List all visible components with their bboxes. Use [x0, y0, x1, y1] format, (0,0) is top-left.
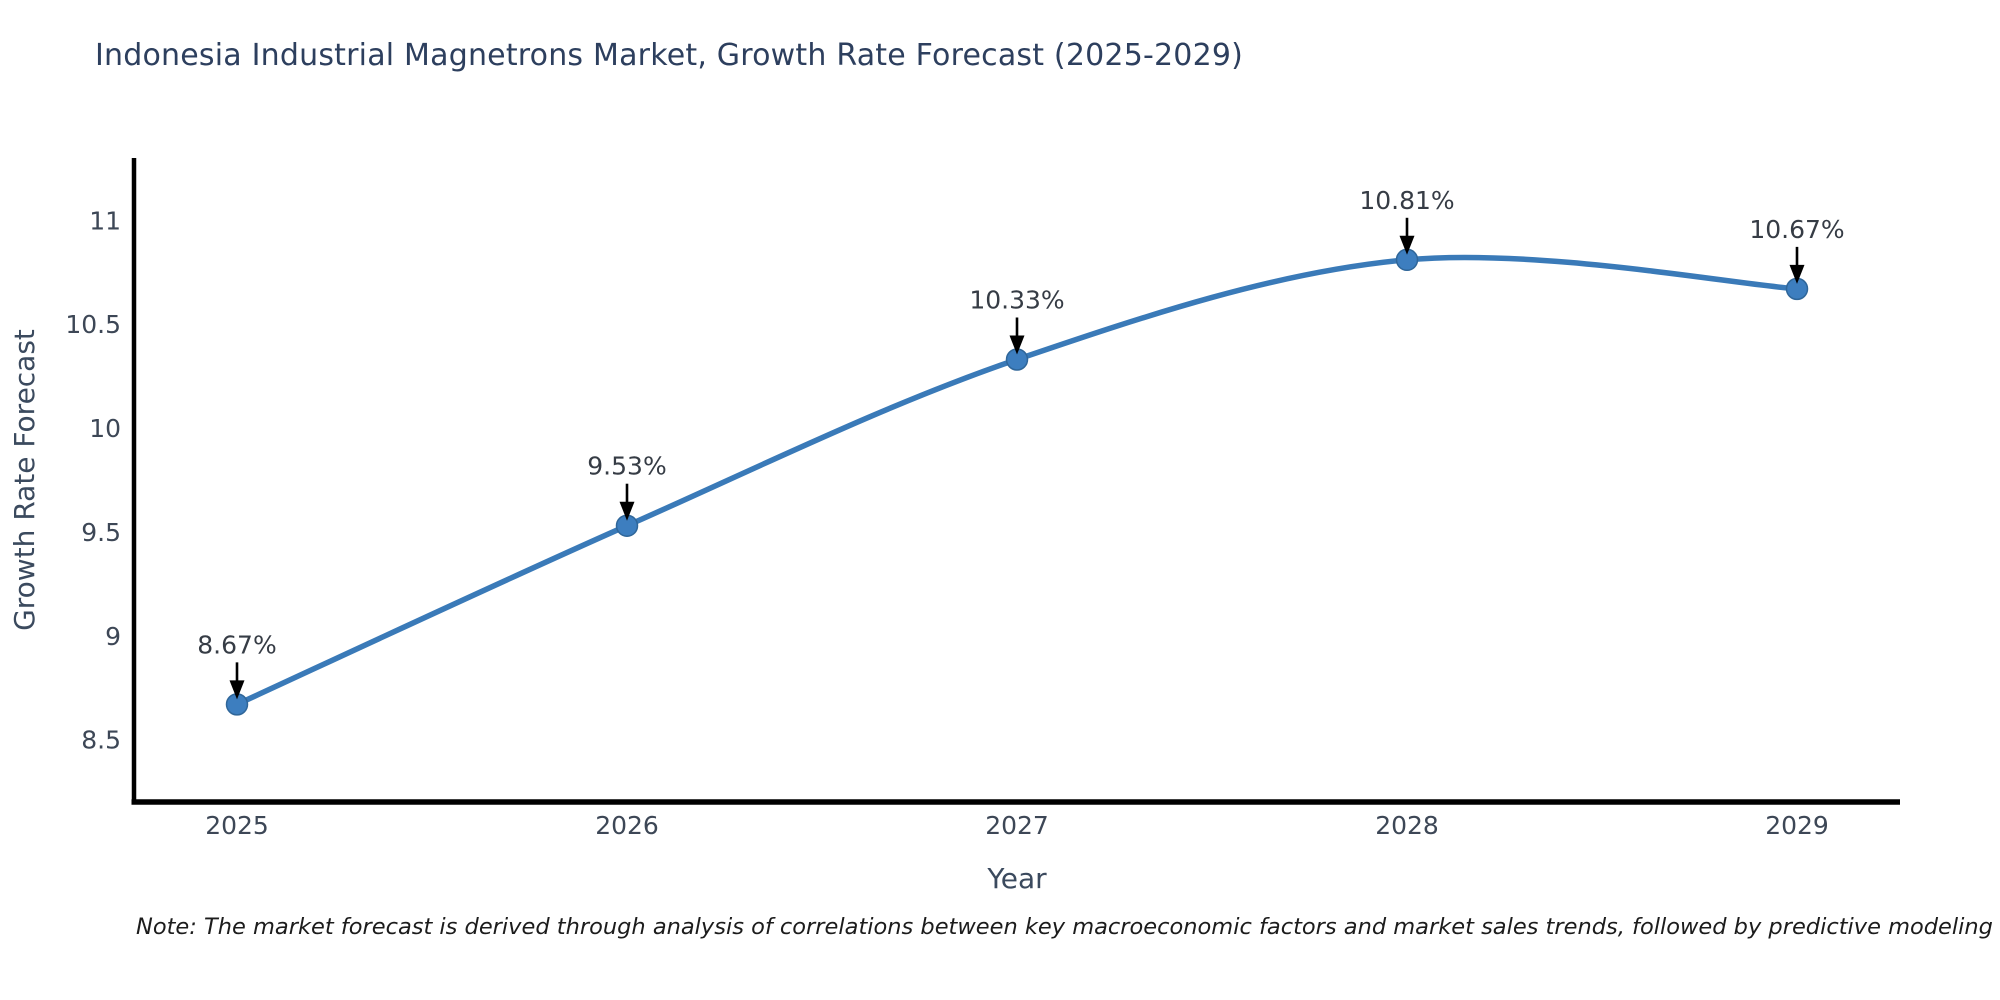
point-value-label: 10.67%	[1749, 215, 1844, 244]
point-value-label: 10.81%	[1359, 186, 1454, 215]
annotation-arrowhead-icon	[619, 501, 635, 521]
y-tick-label: 9	[105, 622, 121, 651]
x-axis-title: Year	[986, 862, 1047, 895]
annotation-arrowhead-icon	[229, 680, 245, 700]
x-tick-label: 2028	[1375, 811, 1439, 840]
annotation-arrowhead-icon	[1399, 235, 1415, 255]
x-tick-label: 2026	[595, 811, 659, 840]
y-tick-label: 11	[89, 206, 121, 235]
point-value-label: 8.67%	[197, 630, 276, 659]
point-value-label: 10.33%	[969, 286, 1064, 315]
y-tick-label: 10.5	[65, 310, 121, 339]
y-tick-label: 8.5	[81, 726, 121, 755]
annotation-arrowhead-icon	[1789, 264, 1805, 284]
y-axis-title: Growth Rate Forecast	[8, 329, 41, 631]
x-tick-label: 2029	[1765, 811, 1829, 840]
footnote: Note: The market forecast is derived thr…	[136, 914, 2000, 940]
y-tick-label: 9.5	[81, 518, 121, 547]
x-tick-label: 2027	[985, 811, 1049, 840]
x-tick-label: 2025	[205, 811, 269, 840]
y-tick-label: 10	[89, 414, 121, 443]
point-value-label: 9.53%	[587, 452, 666, 481]
annotation-arrowhead-icon	[1009, 335, 1025, 355]
chart-title: Indonesia Industrial Magnetrons Market, …	[95, 38, 1244, 73]
